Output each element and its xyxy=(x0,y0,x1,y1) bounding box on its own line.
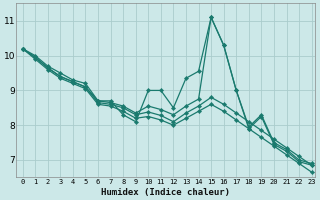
X-axis label: Humidex (Indice chaleur): Humidex (Indice chaleur) xyxy=(101,188,230,197)
